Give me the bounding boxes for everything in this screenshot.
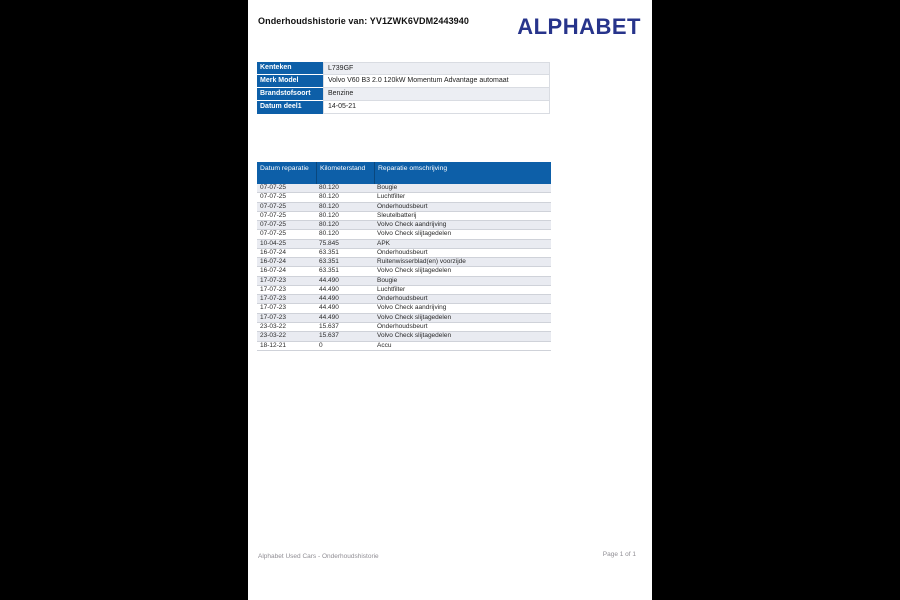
table-row: 07-07-25 80.120 Volvo Check aandrijving xyxy=(257,221,551,231)
cell-kilometerstand: 80.120 xyxy=(319,184,339,191)
page-title: Onderhoudshistorie van: YV1ZWK6VDM244394… xyxy=(258,16,469,26)
cell-reparatie-omschrijving: Bougie xyxy=(377,276,398,284)
cell-datum-reparatie: 10-04-25 xyxy=(260,239,287,247)
cell-reparatie-omschrijving: Volvo Check aandrijving xyxy=(377,304,447,312)
cell-kilometerstand: 80.120 xyxy=(319,202,339,210)
vehicle-info-row: Merk Model Volvo V60 B3 2.0 120kW Momentu… xyxy=(257,75,550,88)
cell-kilometerstand: 80.120 xyxy=(319,193,339,201)
cell-datum-reparatie: 23-03-22 xyxy=(260,332,287,340)
table-row: 16-07-24 63.351 Onderhoudsbeurt xyxy=(257,248,551,259)
vehicle-info-row: Kenteken L739GF xyxy=(257,62,550,75)
vehicle-info-label: Brandstofsoort xyxy=(257,88,323,101)
maintenance-column-header: Datum reparatie xyxy=(260,165,309,172)
cell-kilometerstand: 80.120 xyxy=(319,211,339,219)
vehicle-info-label: Datum deel1 xyxy=(257,101,323,114)
cell-datum-reparatie: 07-07-25 xyxy=(260,230,287,238)
cell-reparatie-omschrijving: Volvo Check aandrijving xyxy=(377,221,447,229)
cell-reparatie-omschrijving: Onderhoudsbeurt xyxy=(377,202,428,210)
cell-kilometerstand: 15.637 xyxy=(319,332,339,340)
cell-reparatie-omschrijving: Bougie xyxy=(377,184,398,191)
cell-kilometerstand: 44.490 xyxy=(319,304,339,312)
table-row: 17-07-23 44.490 Volvo Check slijtagedelen xyxy=(257,313,551,323)
cell-kilometerstand: 44.490 xyxy=(319,276,339,284)
cell-kilometerstand: 44.490 xyxy=(319,313,339,321)
cell-reparatie-omschrijving: Sleutelbatterij xyxy=(377,211,417,219)
vehicle-info-row: Brandstofsoort Benzine xyxy=(257,88,550,101)
table-row: 18-12-21 0 Accu xyxy=(257,341,551,351)
cell-kilometerstand: 63.351 xyxy=(319,267,339,275)
cell-reparatie-omschrijving: Onderhoudsbeurt xyxy=(377,248,428,256)
page-number: Page 1 of 1 xyxy=(602,551,636,558)
table-row: 17-07-23 44.490 Luchtfilter xyxy=(257,285,551,296)
maintenance-column-header: Kilometerstand xyxy=(316,162,374,184)
table-row: 23-03-22 15.637 Onderhoudsbeurt xyxy=(257,322,551,333)
cell-reparatie-omschrijving: Onderhoudsbeurt xyxy=(377,322,428,330)
cell-reparatie-omschrijving: Volvo Check slijtagedelen xyxy=(377,267,452,275)
cell-kilometerstand: 63.351 xyxy=(319,248,339,256)
cell-kilometerstand: 80.120 xyxy=(319,221,339,229)
cell-datum-reparatie: 07-07-25 xyxy=(260,211,287,219)
cell-reparatie-omschrijving: Volvo Check slijtagedelen xyxy=(377,332,452,340)
cell-datum-reparatie: 07-07-25 xyxy=(260,202,287,210)
cell-datum-reparatie: 23-03-22 xyxy=(260,322,287,330)
cell-kilometerstand: 44.490 xyxy=(319,285,339,293)
table-row: 17-07-23 44.490 Volvo Check aandrijving xyxy=(257,304,551,314)
cell-datum-reparatie: 16-07-24 xyxy=(260,267,287,275)
table-row: 16-07-24 63.351 Volvo Check slijtagedelen xyxy=(257,267,551,277)
vehicle-info-value: Volvo V60 B3 2.0 120kW Momentum Advantag… xyxy=(323,75,550,88)
vehicle-info-value: 14-05-21 xyxy=(323,101,550,114)
cell-datum-reparatie: 16-07-24 xyxy=(260,258,287,266)
cell-reparatie-omschrijving: Onderhoudsbeurt xyxy=(377,295,428,303)
cell-reparatie-omschrijving: Luchtfilter xyxy=(377,193,406,201)
vehicle-info-value: Benzine xyxy=(323,88,550,101)
maintenance-table-body: 07-07-25 80.120 Bougie 07-07-25 80.120 Luchtf… xyxy=(257,184,551,351)
cell-kilometerstand: 0 xyxy=(319,341,323,349)
maintenance-column-header: Reparatie omschrijving xyxy=(374,162,551,184)
table-row: 16-07-24 63.351 Ruitenwisserblad(en) voorz… xyxy=(257,258,551,268)
table-row: 07-07-25 80.120 Bougie xyxy=(257,184,551,194)
cell-kilometerstand: 15.637 xyxy=(319,322,339,330)
cell-datum-reparatie: 17-07-23 xyxy=(260,285,287,293)
cell-kilometerstand: 75.845 xyxy=(319,239,339,247)
cell-kilometerstand: 44.490 xyxy=(319,295,339,303)
cell-datum-reparatie: 16-07-24 xyxy=(260,248,287,256)
cell-reparatie-omschrijving: Ruitenwisserblad(en) voorzijde xyxy=(377,258,466,266)
vehicle-info-value: L739GF xyxy=(323,62,550,75)
document-page: Onderhoudshistorie van: YV1ZWK6VDM244394… xyxy=(248,0,652,600)
cell-datum-reparatie: 07-07-25 xyxy=(260,193,287,201)
cell-reparatie-omschrijving: Volvo Check slijtagedelen xyxy=(377,313,452,321)
cell-reparatie-omschrijving: APK xyxy=(377,239,391,247)
vehicle-info-label: Kenteken xyxy=(257,62,323,75)
cell-datum-reparatie: 18-12-21 xyxy=(260,341,287,349)
table-row: 17-07-23 44.490 Bougie xyxy=(257,276,551,286)
vehicle-info-table: Kenteken L739GF Merk Model Volvo V60 B3 2.0… xyxy=(257,62,550,114)
cell-datum-reparatie: 07-07-25 xyxy=(260,184,287,191)
cell-datum-reparatie: 17-07-23 xyxy=(260,304,287,312)
cell-reparatie-omschrijving: Luchtfilter xyxy=(377,285,406,293)
vehicle-info-label: Merk Model xyxy=(257,75,323,88)
alphabet-logo: ALPHABET xyxy=(517,14,641,39)
footer-document-label: Alphabet Used Cars - Onderhoudshistorie xyxy=(258,553,379,560)
cell-kilometerstand: 80.120 xyxy=(319,230,339,238)
maintenance-table: Datum reparatie Kilometerstand Reparatie o… xyxy=(257,162,551,351)
cell-datum-reparatie: 17-07-23 xyxy=(260,313,287,321)
table-row: 17-07-23 44.490 Onderhoudsbeurt xyxy=(257,295,551,305)
cell-datum-reparatie: 17-07-23 xyxy=(260,276,287,284)
table-row: 07-07-25 80.120 Sleutelbatterij xyxy=(257,211,551,222)
table-row: 07-07-25 80.120 Volvo Check slijtagedelen xyxy=(257,230,551,240)
maintenance-table-header: Datum reparatie Kilometerstand Reparatie o… xyxy=(257,162,551,184)
cell-kilometerstand: 63.351 xyxy=(319,258,339,266)
cell-reparatie-omschrijving: Accu xyxy=(377,341,392,349)
table-row: 10-04-25 75.845 APK xyxy=(257,239,551,249)
cell-reparatie-omschrijving: Volvo Check slijtagedelen xyxy=(377,230,452,238)
cell-datum-reparatie: 07-07-25 xyxy=(260,221,287,229)
table-row: 23-03-22 15.637 Volvo Check slijtagedelen xyxy=(257,332,551,342)
table-row: 07-07-25 80.120 Onderhoudsbeurt xyxy=(257,202,551,212)
cell-datum-reparatie: 17-07-23 xyxy=(260,295,287,303)
table-row: 07-07-25 80.120 Luchtfilter xyxy=(257,193,551,203)
vehicle-info-row: Datum deel1 14-05-21 xyxy=(257,101,550,114)
